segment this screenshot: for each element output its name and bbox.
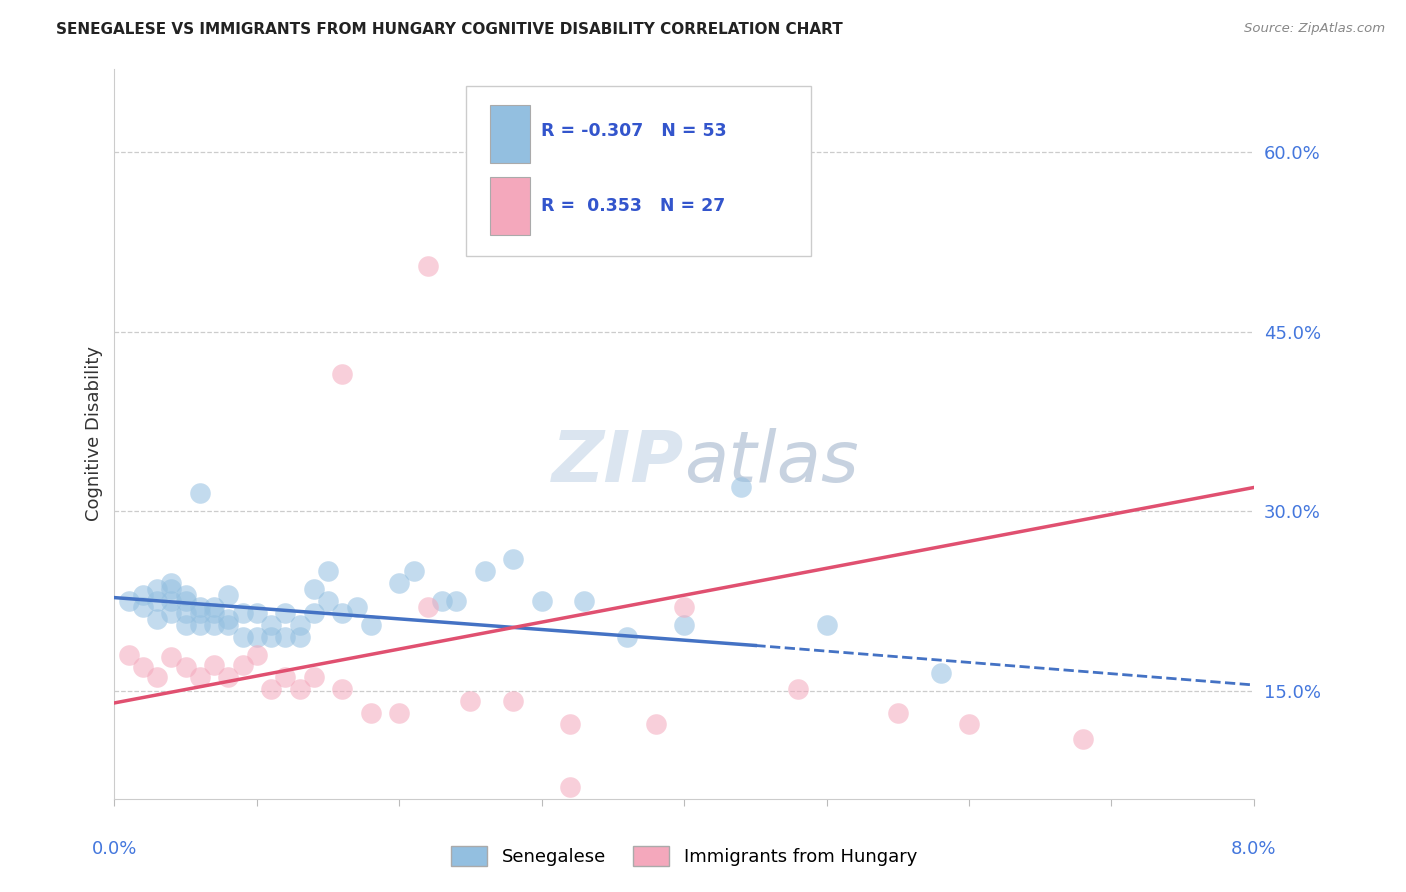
Point — [288, 618, 311, 632]
Point — [274, 630, 297, 644]
Point — [260, 630, 283, 644]
Point — [260, 618, 283, 632]
Point — [202, 600, 225, 615]
Point — [444, 594, 467, 608]
Point — [174, 660, 197, 674]
Text: R =  0.353   N = 27: R = 0.353 N = 27 — [541, 197, 725, 215]
Point — [217, 612, 239, 626]
Point — [402, 564, 425, 578]
Point — [644, 128, 666, 142]
Point — [330, 681, 353, 696]
Point — [673, 600, 696, 615]
Point — [560, 780, 582, 794]
Point — [118, 594, 141, 608]
Point — [616, 630, 638, 644]
Point — [188, 486, 211, 500]
Point — [274, 670, 297, 684]
Point — [560, 717, 582, 731]
Point — [146, 670, 169, 684]
Point — [188, 600, 211, 615]
Point — [188, 606, 211, 620]
Point — [118, 648, 141, 662]
Point — [288, 630, 311, 644]
Point — [232, 606, 254, 620]
Point — [160, 576, 183, 591]
Text: atlas: atlas — [685, 428, 859, 498]
Point — [174, 594, 197, 608]
Point — [388, 706, 411, 720]
Point — [502, 128, 524, 142]
Legend: Senegalese, Immigrants from Hungary: Senegalese, Immigrants from Hungary — [444, 838, 924, 873]
Point — [188, 670, 211, 684]
Point — [160, 594, 183, 608]
Point — [815, 618, 838, 632]
Point — [474, 564, 496, 578]
Point — [302, 670, 325, 684]
Point — [929, 665, 952, 680]
Point — [202, 618, 225, 632]
Text: 0.0%: 0.0% — [91, 840, 138, 858]
Point — [673, 618, 696, 632]
Point — [957, 717, 980, 731]
Point — [316, 594, 339, 608]
Point — [274, 606, 297, 620]
Point — [530, 594, 553, 608]
Point — [174, 588, 197, 602]
Text: 8.0%: 8.0% — [1232, 840, 1277, 858]
Point — [146, 612, 169, 626]
Point — [1071, 731, 1094, 746]
Text: Source: ZipAtlas.com: Source: ZipAtlas.com — [1244, 22, 1385, 36]
Point — [160, 650, 183, 665]
Point — [730, 480, 752, 494]
Point — [430, 594, 453, 608]
Point — [388, 576, 411, 591]
Point — [302, 606, 325, 620]
Point — [644, 717, 666, 731]
Point — [174, 606, 197, 620]
Point — [574, 594, 596, 608]
Text: SENEGALESE VS IMMIGRANTS FROM HUNGARY COGNITIVE DISABILITY CORRELATION CHART: SENEGALESE VS IMMIGRANTS FROM HUNGARY CO… — [56, 22, 844, 37]
Point — [246, 606, 269, 620]
Point — [217, 588, 239, 602]
Point — [132, 660, 155, 674]
Point — [132, 588, 155, 602]
Point — [887, 706, 910, 720]
Point — [260, 681, 283, 696]
Point — [360, 706, 382, 720]
Point — [146, 594, 169, 608]
Point — [460, 693, 482, 707]
Point — [288, 681, 311, 696]
Point — [316, 564, 339, 578]
Point — [232, 657, 254, 672]
Point — [132, 600, 155, 615]
Point — [202, 606, 225, 620]
Point — [302, 582, 325, 597]
Point — [360, 618, 382, 632]
Point — [787, 681, 810, 696]
Point — [416, 259, 439, 273]
Point — [174, 618, 197, 632]
Point — [146, 582, 169, 597]
Point — [246, 648, 269, 662]
Point — [502, 693, 524, 707]
Point — [346, 600, 368, 615]
Point — [330, 606, 353, 620]
Y-axis label: Cognitive Disability: Cognitive Disability — [86, 346, 103, 521]
Point — [217, 618, 239, 632]
Point — [160, 582, 183, 597]
Point — [202, 657, 225, 672]
Point — [232, 630, 254, 644]
Point — [246, 630, 269, 644]
Text: R = -0.307   N = 53: R = -0.307 N = 53 — [541, 121, 727, 139]
Point — [502, 552, 524, 566]
Point — [217, 670, 239, 684]
Point — [330, 367, 353, 381]
Point — [188, 618, 211, 632]
Point — [160, 606, 183, 620]
Text: ZIP: ZIP — [553, 428, 685, 498]
Point — [416, 600, 439, 615]
